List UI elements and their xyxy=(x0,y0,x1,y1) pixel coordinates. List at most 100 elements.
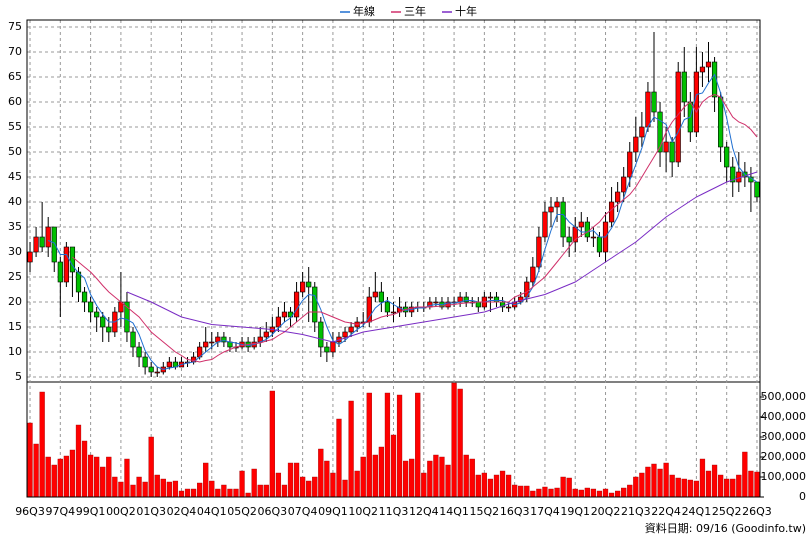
volume-bar xyxy=(693,480,700,498)
x-tick-label: 09Q1 xyxy=(318,505,348,518)
volume-bar xyxy=(209,480,215,498)
volume-bar xyxy=(578,489,584,498)
volume-bar xyxy=(463,454,469,498)
volume-bar xyxy=(390,434,397,498)
ma-line xyxy=(48,73,758,371)
x-tick-label: 05Q2 xyxy=(227,505,257,518)
candle-body xyxy=(81,291,88,303)
volume-bar xyxy=(190,488,197,498)
candle-body xyxy=(718,96,724,148)
candle-body xyxy=(390,311,397,314)
candle-body xyxy=(633,136,639,153)
volume-bar xyxy=(481,472,487,498)
candle-body xyxy=(166,361,172,368)
candle-body xyxy=(312,286,318,323)
candle-body xyxy=(293,291,300,318)
candle-body xyxy=(88,301,94,313)
volume-bar xyxy=(33,443,39,498)
x-tick-label: 22Q4 xyxy=(651,505,681,518)
x-tick-label: 15Q2 xyxy=(470,505,500,518)
y-tick-label: 5 xyxy=(15,370,22,383)
candle-body xyxy=(209,341,215,344)
volume-bar xyxy=(475,474,481,498)
candle-body xyxy=(63,246,69,283)
y-tick-label: 25 xyxy=(8,270,22,283)
y-tick-label: 70 xyxy=(8,45,22,58)
candle-body xyxy=(306,281,312,288)
volume-bar xyxy=(730,478,736,498)
y2-tick-label: 0 xyxy=(799,490,806,503)
y-tick-label: 55 xyxy=(8,120,22,133)
volume-bar xyxy=(711,464,718,498)
volume-bar xyxy=(402,460,409,498)
y-tick-label: 20 xyxy=(8,295,22,308)
volume-bar xyxy=(312,476,318,498)
x-tick-label: 21Q3 xyxy=(621,505,651,518)
x-tick-label: 01Q3 xyxy=(136,505,166,518)
volume-bar xyxy=(372,454,378,498)
x-tick-label: 19Q1 xyxy=(560,505,590,518)
volume-bar xyxy=(354,470,360,498)
legend-label: 三年 xyxy=(404,4,426,18)
candle-body xyxy=(627,151,633,178)
volume-bar xyxy=(627,484,633,498)
candle-body xyxy=(142,356,148,368)
volume-bar xyxy=(154,474,160,498)
y-tick-label: 50 xyxy=(8,145,22,158)
candle-body xyxy=(300,281,306,293)
y2-tick-label: 200,000 xyxy=(761,450,807,463)
legend-label: 年線 xyxy=(353,4,375,18)
y-tick-label: 15 xyxy=(8,320,22,333)
volume-bar xyxy=(699,458,706,498)
candle-body xyxy=(645,91,651,128)
candle-body xyxy=(106,326,112,333)
candle-body xyxy=(699,66,706,73)
volume-bar xyxy=(300,476,306,498)
volume-bar xyxy=(548,488,554,498)
candle-body xyxy=(669,141,675,163)
y2-tick-label: 500,000 xyxy=(761,390,807,403)
x-tick-label: 96Q3 xyxy=(15,505,45,518)
y2-tick-label: 300,000 xyxy=(761,430,807,443)
candle-body xyxy=(639,126,645,138)
volume-bar xyxy=(197,482,203,498)
volume-bar xyxy=(608,492,615,498)
volume-bar xyxy=(542,486,548,498)
volume-bar xyxy=(106,456,112,498)
volume-bar xyxy=(366,392,372,498)
candle-body xyxy=(27,251,33,263)
volume-bar xyxy=(724,478,730,498)
footer: 資料日期: 09/16 (Goodinfo.tw) xyxy=(645,521,806,535)
y-tick-label: 75 xyxy=(8,20,22,33)
candle-body xyxy=(463,296,469,303)
candle-body xyxy=(651,91,657,113)
volume-bar xyxy=(178,490,185,498)
volume-bar xyxy=(633,476,639,498)
x-tick-label: 99Q1 xyxy=(76,505,106,518)
x-tick-label: 00Q2 xyxy=(106,505,136,518)
candle-body xyxy=(45,226,51,248)
volume-bar xyxy=(336,418,342,498)
volume-bar xyxy=(172,480,179,498)
volume-bar xyxy=(487,478,494,498)
candle-body xyxy=(57,261,63,283)
ma-line xyxy=(126,171,758,343)
candle-body xyxy=(318,321,324,348)
volume-bar xyxy=(275,472,282,498)
candle-body xyxy=(324,346,330,353)
volume-bar xyxy=(215,488,221,498)
volume-bar xyxy=(645,466,651,498)
y-tick-label: 30 xyxy=(8,245,22,258)
volume-bar xyxy=(499,470,506,498)
volume-bar xyxy=(469,458,475,498)
volume-bar xyxy=(318,448,324,498)
x-tick-label: 02Q4 xyxy=(167,505,197,518)
volume-bar xyxy=(124,458,130,498)
volume-bar xyxy=(669,474,675,498)
volume-bar xyxy=(651,463,657,498)
volume-bar xyxy=(384,392,391,498)
volume-bar xyxy=(445,464,451,498)
volume-bar xyxy=(536,488,542,498)
y-tick-label: 35 xyxy=(8,220,22,233)
volume-bar xyxy=(415,392,421,498)
